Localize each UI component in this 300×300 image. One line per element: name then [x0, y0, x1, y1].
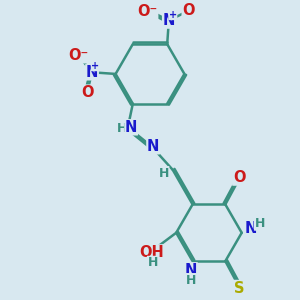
Text: O: O [182, 3, 195, 18]
Text: N: N [86, 65, 98, 80]
Text: N: N [125, 120, 137, 135]
Text: H: H [117, 122, 127, 135]
Text: +: + [169, 10, 177, 20]
Text: N: N [147, 139, 159, 154]
Text: H: H [254, 217, 265, 230]
Text: OH: OH [139, 245, 164, 260]
Text: N: N [185, 263, 197, 278]
Text: H: H [147, 256, 158, 269]
Text: +: + [91, 61, 99, 71]
Text: S: S [234, 280, 244, 296]
Text: O: O [233, 170, 245, 185]
Text: O⁻: O⁻ [137, 4, 158, 19]
Text: N: N [245, 221, 257, 236]
Text: N: N [163, 13, 175, 28]
Text: H: H [186, 274, 196, 286]
Text: O⁻: O⁻ [68, 48, 88, 63]
Text: H: H [158, 167, 169, 180]
Text: O: O [81, 85, 93, 100]
